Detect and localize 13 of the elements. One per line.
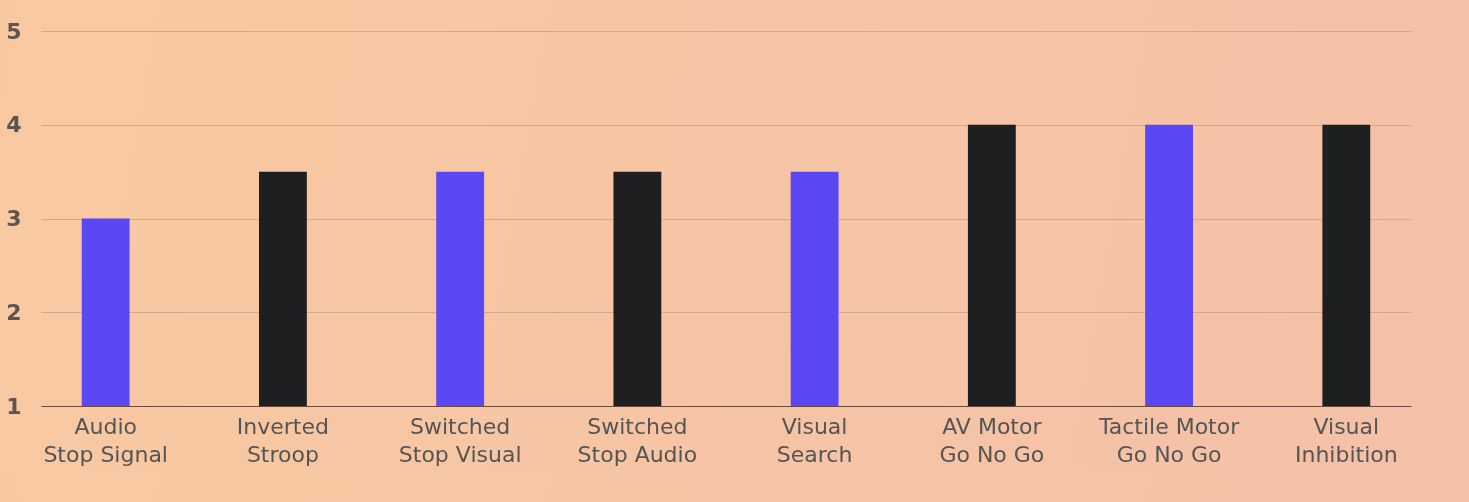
x-tick-label: Audio Stop Signal [43,413,168,467]
y-tick-label: 3 [6,206,22,231]
x-tick-label: AV Motor Go No Go [939,413,1045,467]
x-tick-label: Visual Search [776,413,853,467]
y-tick-label: 1 [6,393,22,419]
x-tick-label: Tactile Motor Go No Go [1097,413,1241,467]
x-tick-label: Inverted Stroop [236,413,330,467]
y-tick-label: 2 [6,299,22,325]
x-tick-label: Visual Inhibition [1294,413,1398,467]
x-tick-label: Switched Stop Audio [577,413,698,467]
y-tick-label: 5 [6,18,22,44]
x-tick-label: Switched Stop Visual [398,413,522,467]
y-tick-label: 4 [6,112,22,138]
